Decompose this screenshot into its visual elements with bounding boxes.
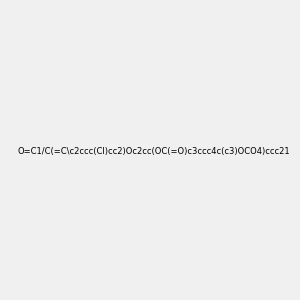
Text: O=C1/C(=C\c2ccc(Cl)cc2)Oc2cc(OC(=O)c3ccc4c(c3)OCO4)ccc21: O=C1/C(=C\c2ccc(Cl)cc2)Oc2cc(OC(=O)c3ccc… — [17, 147, 290, 156]
